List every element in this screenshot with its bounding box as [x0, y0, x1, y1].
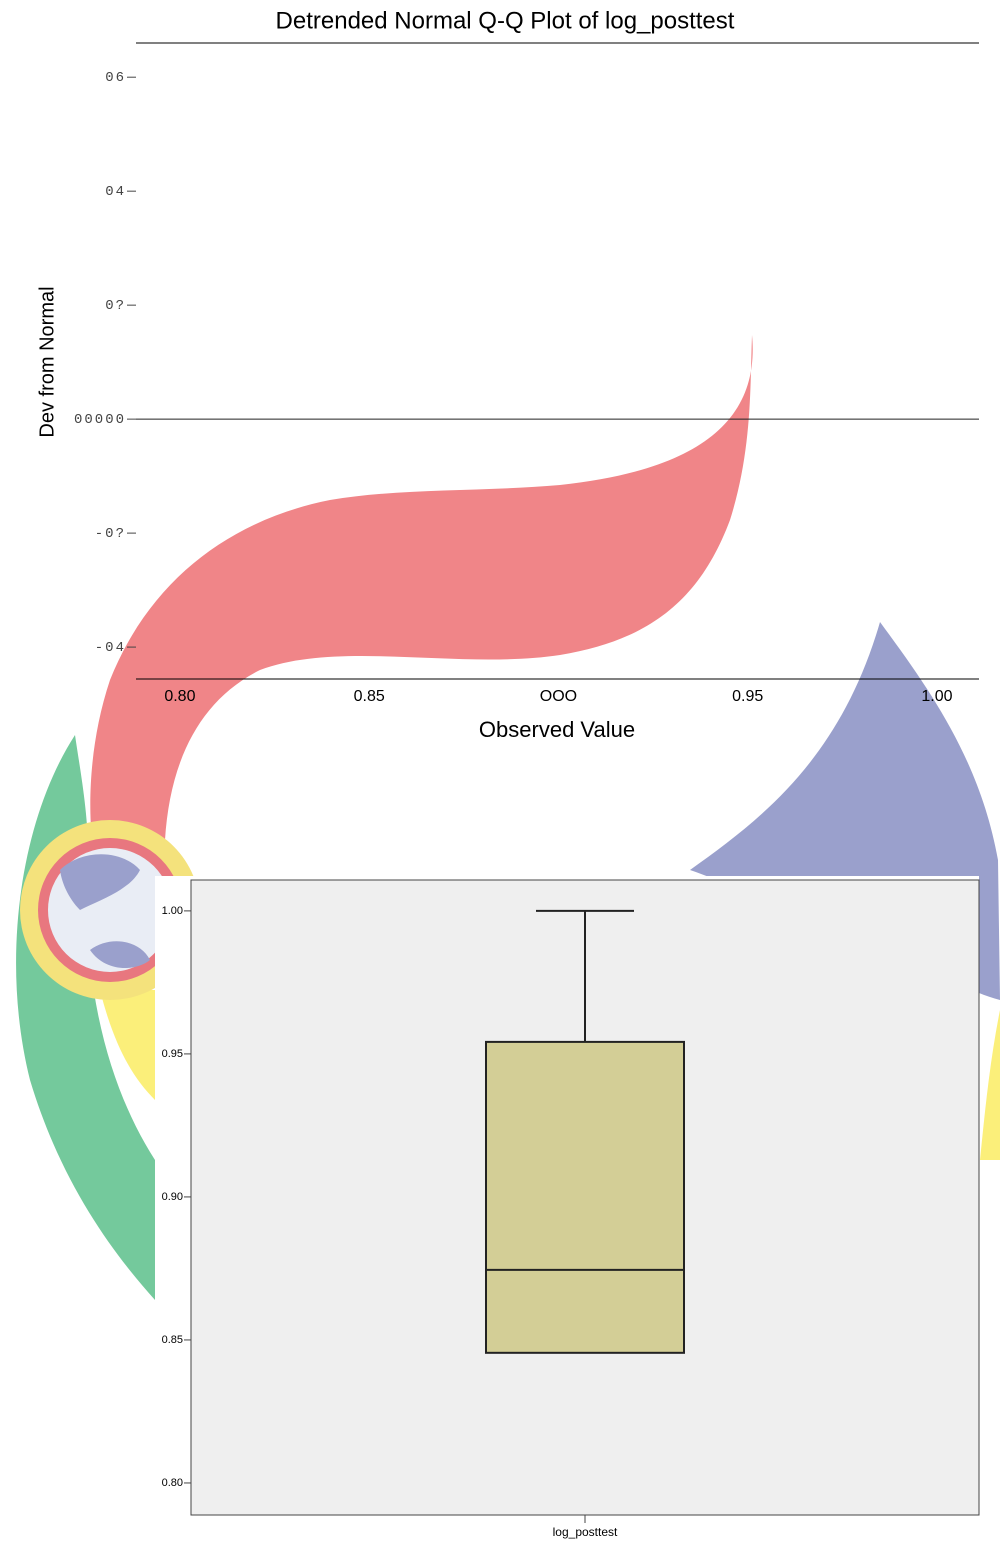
- y-tick-label: -0?: [95, 526, 126, 542]
- y-tick-label: 0?: [105, 298, 126, 314]
- x-tick-label: 0.85: [354, 688, 385, 705]
- y-tick-label: 00000: [74, 412, 126, 428]
- logo-red-swoosh: [90, 335, 753, 840]
- x-tick-label: OOO: [540, 688, 577, 705]
- x-tick-label: 0.95: [732, 688, 763, 705]
- x-tick-label: log_posttest: [553, 1525, 618, 1539]
- y-tick-label: 1.00: [162, 905, 183, 917]
- logo-yellow-arc: [100, 990, 155, 1100]
- y-tick-label: 0.95: [162, 1048, 183, 1060]
- chart-title: Detrended Normal Q-Q Plot of log_posttes…: [276, 7, 735, 34]
- x-tick-label: 0.80: [164, 688, 195, 705]
- logo-land: [60, 854, 150, 969]
- y-tick-label: 06: [105, 70, 126, 86]
- y-tick-label: -04: [95, 640, 126, 656]
- box: [485, 1040, 685, 1354]
- y-axis-label: Dev from Normal: [36, 286, 58, 437]
- y-tick-label: 0.85: [162, 1334, 183, 1346]
- x-axis-label: Observed Value: [479, 717, 635, 742]
- box-plot: 0.80 0.85 0.90 0.95 1.00 log_posttest: [162, 879, 980, 1539]
- y-tick-label: 0.90: [162, 1191, 183, 1203]
- x-tick-label: 1.00: [921, 688, 952, 705]
- y-tick-label: 0.80: [162, 1477, 183, 1489]
- y-tick-label: 04: [105, 184, 126, 200]
- qq-plot: Detrended Normal Q-Q Plot of log_posttes…: [36, 7, 979, 742]
- logo-yellow-arc: [980, 1010, 1000, 1160]
